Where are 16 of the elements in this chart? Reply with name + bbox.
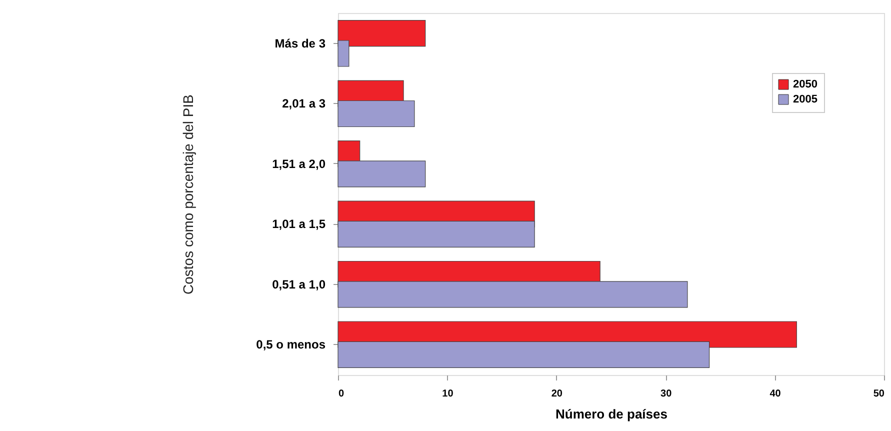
y-tick-label: Más de 3 xyxy=(274,36,326,50)
x-tick-label: 40 xyxy=(770,388,782,400)
x-tick-label: 30 xyxy=(660,388,672,400)
y-tick-label: 1,01 a 1,5 xyxy=(272,217,326,232)
y-tick-label: 1,51 a 2,0 xyxy=(272,156,326,171)
x-tick-label: 20 xyxy=(551,388,563,400)
y-tick-label: 0,51 a 1,0 xyxy=(272,277,326,292)
legend-label: 2050 xyxy=(793,78,818,90)
x-axis-title: Número de países xyxy=(556,406,668,422)
y-axis-title: Costos como porcentaje del PIB xyxy=(180,94,196,294)
x-tick-label: 50 xyxy=(873,388,885,400)
x-tick-label: 10 xyxy=(442,388,454,400)
legend-label: 2005 xyxy=(793,94,818,106)
y-tick-label: 0,5 o menos xyxy=(256,338,326,352)
x-tick-label: 0 xyxy=(338,388,344,400)
y-tick-label: 2,01 a 3 xyxy=(282,96,326,111)
